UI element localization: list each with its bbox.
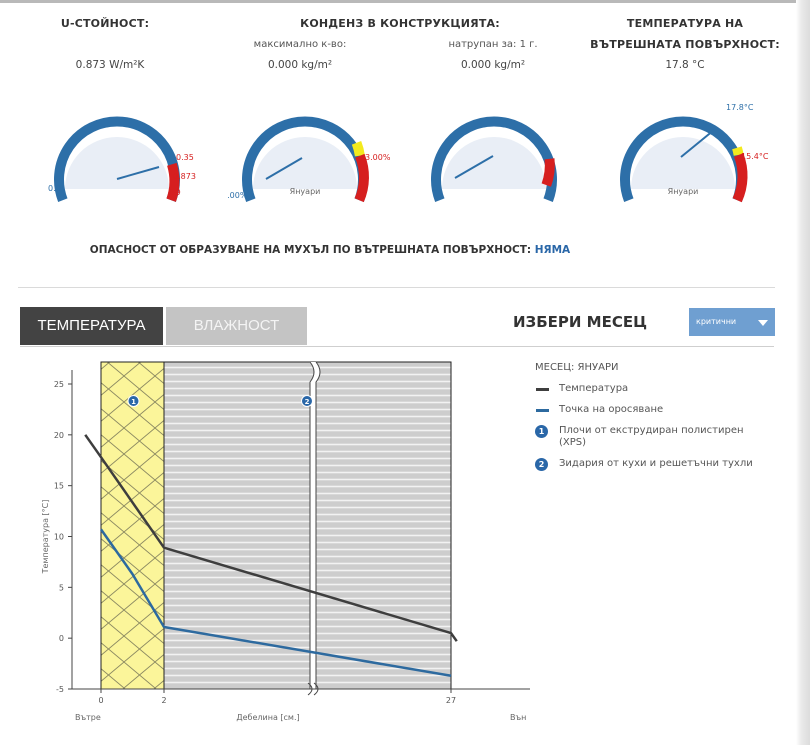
window-top-border — [0, 0, 810, 3]
surface-gauge-month: Януари — [668, 187, 699, 196]
condensation-accum-gauge: 0 — [431, 116, 557, 202]
legend-label-dew-point: Точка на оросяване — [559, 404, 664, 415]
y-tick-label: 10 — [54, 533, 64, 542]
mold-risk: ОПАСНОСТ ОТ ОБРАЗУВАНЕ НА МУХЪЛ ПО ВЪТРЕ… — [0, 244, 660, 256]
chevron-down-icon — [758, 320, 768, 326]
surface-gauge-tick: 15.4°C — [741, 152, 769, 161]
x-tick-label: 27 — [446, 696, 456, 705]
legend-label-layer-1: Плочи от екструдиран полистирен (XPS) — [559, 425, 744, 448]
legend-item-layer-1: 1 Плочи от екструдиран полистирен (XPS) — [535, 425, 755, 449]
layer-2-band — [164, 362, 451, 689]
x-tick-label: 0 — [98, 696, 103, 705]
condensation-heading: КОНДЕНЗ В КОНСТРУКЦИЯТА: — [300, 17, 500, 30]
surface-temp-heading-line1: ТЕМПЕРАТУРА НА — [626, 17, 744, 30]
condensation-max-gauge: 0.00% 3.00% Януари — [228, 116, 391, 203]
section-divider — [18, 287, 775, 288]
u-gauge-tick-035: 0.35 — [176, 153, 194, 162]
scale-break-band — [310, 362, 320, 689]
layer-badge-circle — [127, 395, 140, 407]
temperature-line — [84, 434, 458, 642]
condensation-max-label: максимално к-во: — [253, 39, 347, 50]
layer-badge-circle — [301, 395, 313, 407]
y-tick-label: 0 — [59, 634, 64, 643]
y-tick-label: 20 — [54, 431, 64, 440]
layer-1-chart-badge: 1 — [127, 395, 140, 407]
scale-break-line-left — [309, 361, 315, 689]
scale-break-line-right — [315, 361, 321, 689]
dew-point-line — [99, 528, 452, 678]
surface-temp-heading-line2: ВЪТРЕШНАТА ПОВЪРХНОСТ: — [590, 38, 780, 51]
tab-humidity[interactable]: ВЛАЖНОСТ — [166, 307, 307, 345]
y-axis-label: Температура [°C] — [41, 500, 50, 575]
x-axis-label: Дебелина [см.] — [236, 713, 299, 722]
legend-label-layer-2: Зидария от кухи и решетъчни тухли — [559, 458, 753, 469]
legend-month: МЕСЕЦ: ЯНУАРИ — [535, 362, 619, 373]
surface-temp-gauge: 17.8°C 15.4°C Януари — [620, 103, 769, 203]
legend-item-temperature: Температура — [535, 383, 755, 395]
month-dropdown-value: критични — [696, 317, 737, 326]
legend-swatch-temperature — [536, 388, 549, 391]
condensation-gauge-month: Януари — [290, 187, 321, 196]
legend-swatch-dew-point — [536, 409, 549, 412]
x-tick-label: 2 — [161, 696, 166, 705]
layer-2-badge-icon: 2 — [535, 458, 548, 471]
legend-item-dew-point: Точка на оросяване — [535, 404, 755, 416]
condensation-accum-value: 0.000 kg/m² — [460, 59, 526, 71]
month-dropdown[interactable]: критични — [689, 308, 775, 336]
condensation-max-value: 0.000 kg/m² — [267, 59, 333, 71]
u-gauge-tick-19: 1.9 — [168, 188, 181, 197]
accum-gauge-min-label: 0 — [433, 184, 438, 193]
x-axis-outside-label: Вън — [510, 713, 526, 722]
layer-1-hatch — [101, 362, 164, 689]
y-tick-label: 25 — [54, 380, 64, 389]
tab-temperature[interactable]: ТЕМПЕРАТУРА — [20, 307, 163, 345]
chart-legend: МЕСЕЦ: ЯНУАРИ Температура Точка на орося… — [535, 362, 755, 479]
surface-gauge-top-label: 17.8°C — [726, 103, 754, 112]
layer-2-chart-badge: 2 — [301, 395, 313, 407]
legend-label-temperature: Температура — [559, 383, 629, 394]
condensation-gauge-min-label: 0.00% — [228, 191, 248, 200]
tabs-underline — [20, 346, 774, 347]
layer-badge-number: 1 — [131, 398, 136, 406]
layer-badge-number: 2 — [305, 398, 310, 406]
mold-risk-status: НЯМА — [534, 244, 571, 256]
u-gauge-tick-0873: 0.873 — [173, 172, 196, 181]
condensation-accum-label: натрупан за: 1 г. — [448, 39, 538, 50]
surface-temp-value: 17.8 °C — [665, 59, 705, 71]
temperature-profile-chart: -5 0 5 10 15 20 25 0 2 27 1 2 Температура [°C] Деб… — [41, 361, 530, 722]
condensation-gauge-tick: 3.00% — [365, 153, 391, 162]
window-right-border — [796, 0, 810, 745]
y-tick-label: -5 — [56, 685, 64, 694]
y-tick-label: 5 — [59, 583, 64, 592]
x-axis-inside-label: Вътре — [75, 713, 101, 722]
u-value-gauge: 0.0 0.35 0.873 1.9 — [48, 116, 196, 202]
u-gauge-min-label: 0.0 — [48, 184, 61, 193]
legend-item-layer-2: 2 Зидария от кухи и решетъчни тухли — [535, 458, 755, 471]
y-tick-label: 15 — [54, 482, 64, 491]
layer-1-badge-icon: 1 — [535, 425, 548, 438]
u-value-heading: U-СТОЙНОСТ: — [60, 17, 150, 30]
select-month-label: ИЗБЕРИ МЕСЕЦ — [512, 313, 647, 331]
mold-risk-label: ОПАСНОСТ ОТ ОБРАЗУВАНЕ НА МУХЪЛ ПО ВЪТРЕ… — [89, 244, 532, 256]
u-value: 0.873 W/m²K — [75, 59, 145, 71]
